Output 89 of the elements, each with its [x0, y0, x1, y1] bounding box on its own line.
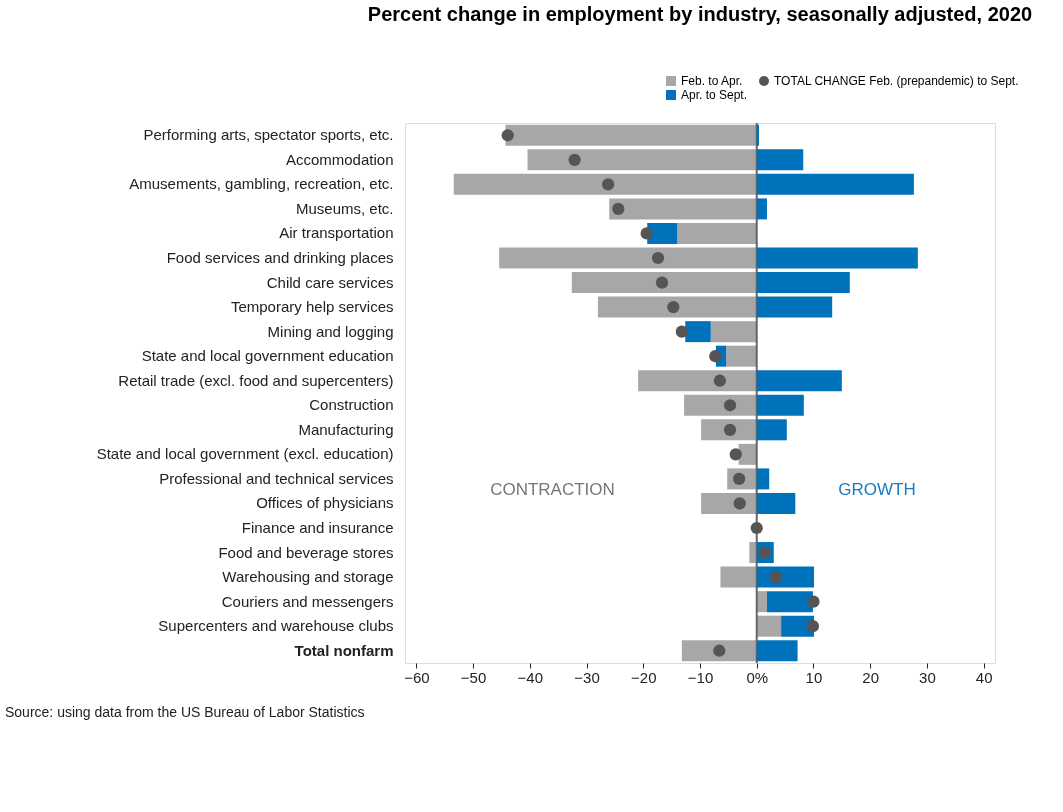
y-tick-label: Mining and logging — [267, 322, 394, 340]
y-tick-label: Air transportation — [279, 224, 394, 242]
bar — [756, 468, 770, 490]
y-tick-label: Finance and insurance — [241, 519, 394, 536]
bar — [756, 173, 914, 195]
bar — [638, 370, 757, 392]
bar — [647, 222, 678, 244]
y-tick-label: State and local government (excl. education) — [96, 445, 394, 463]
bar — [720, 566, 757, 588]
x-tick-label: −40 — [517, 668, 544, 686]
y-tick-label: Manufacturing — [298, 420, 394, 438]
point — [675, 325, 688, 338]
x-tick-label: 30 — [919, 668, 936, 686]
y-tick-label: Child care services — [266, 273, 394, 291]
bar — [766, 591, 813, 613]
y-tick-label: Temporary help services — [230, 298, 394, 316]
point — [601, 178, 615, 191]
y-tick-label: Amusements, gambling, recreation, etc. — [129, 175, 394, 193]
y-tick-label: State and local government education — [141, 347, 394, 365]
bar — [756, 149, 804, 171]
point — [750, 521, 763, 535]
y-tick-label: Warehousing and storage — [222, 568, 394, 586]
bar — [609, 198, 757, 220]
bar — [571, 272, 757, 294]
point — [723, 399, 737, 412]
x-tick-label: −10 — [687, 668, 714, 686]
y-tick-label: Professional and technical services — [159, 469, 394, 487]
y-tick-label: Offices of physicians — [256, 494, 394, 512]
x-tick-label: −50 — [460, 668, 487, 686]
y-tick-label: Food and beverage stores — [218, 543, 394, 561]
bar — [685, 321, 711, 343]
point — [667, 300, 680, 314]
y-tick-label: Museums, etc. — [295, 199, 394, 217]
point — [729, 448, 742, 461]
bar — [677, 222, 757, 244]
y-tick-label: Food services and drinking places — [166, 249, 394, 266]
x-tick-label: −20 — [631, 668, 657, 686]
point — [612, 202, 625, 216]
y-tick-label: Supercenters and warehouse clubs — [158, 617, 394, 635]
legend-label: Apr. to Sept. — [681, 88, 748, 102]
bar — [527, 149, 757, 171]
point — [655, 276, 669, 289]
bar — [499, 247, 757, 269]
bar — [726, 345, 757, 367]
y-tick-label: Accommodation — [285, 150, 394, 168]
point — [568, 153, 581, 166]
chart-title: Percent change in employment by industry, seasonally adjusted, 2020 — [367, 3, 1033, 25]
bar — [453, 173, 757, 195]
legend-label: Feb. to Apr. — [681, 74, 743, 88]
point — [709, 350, 722, 363]
bar — [756, 394, 804, 416]
point — [806, 620, 820, 633]
bar — [756, 272, 850, 294]
bar — [756, 615, 782, 637]
annotation: GROWTH — [838, 480, 916, 500]
bar — [505, 124, 757, 146]
x-tick-label: 20 — [862, 668, 880, 686]
x-tick-label: 40 — [975, 668, 993, 686]
bar — [756, 492, 796, 514]
bar — [681, 640, 757, 662]
y-tick-label: Retail trade (excl. food and supercenters) — [118, 371, 394, 389]
point — [651, 251, 665, 265]
y-tick-label: Performing arts, spectator sports, etc. — [143, 126, 394, 144]
point — [501, 129, 514, 142]
y-tick-label: Couriers and messengers — [221, 592, 394, 610]
bar — [756, 370, 842, 392]
bar — [597, 296, 757, 318]
bar — [756, 419, 787, 441]
bar — [684, 394, 757, 416]
y-tick-label: Total nonfarm — [294, 641, 394, 659]
point — [713, 374, 726, 387]
y-tick-label: Construction — [309, 396, 394, 414]
source-note: Source: using data from the US Bureau of Labor Statistics — [5, 704, 365, 720]
point — [769, 570, 783, 584]
annotation: CONTRACTION — [490, 480, 615, 500]
bar — [756, 296, 833, 318]
bar — [756, 198, 767, 220]
x-tick-label: 0% — [746, 668, 769, 686]
x-tick-label: −60 — [404, 668, 430, 686]
x-tick-label: −30 — [574, 668, 600, 686]
bar — [710, 321, 757, 343]
point — [713, 644, 726, 657]
point — [733, 497, 746, 510]
x-tick-label: 10 — [805, 668, 823, 686]
bar — [756, 640, 798, 662]
point — [640, 227, 653, 240]
legend-label: TOTAL CHANGE Feb. (prepandemic) to Sept. — [774, 74, 1019, 88]
bar — [756, 247, 918, 269]
point — [807, 595, 820, 608]
